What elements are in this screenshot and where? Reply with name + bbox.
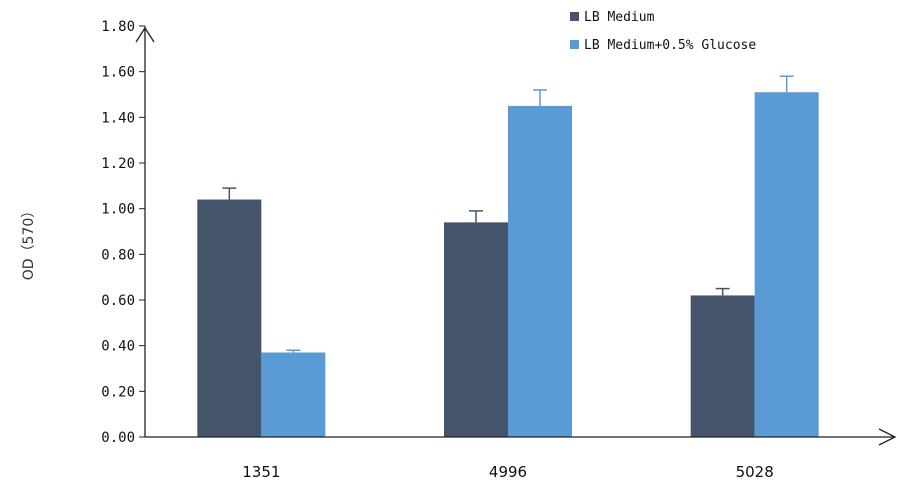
y-axis-arrow: [135, 26, 155, 43]
y-tick-label: 1.20: [101, 156, 135, 172]
bar: [690, 295, 755, 437]
bar: [197, 199, 262, 437]
y-tick-label: 1.80: [101, 19, 135, 35]
y-tick-label: 0.20: [101, 384, 135, 400]
y-tick-label: 1.00: [101, 202, 135, 218]
y-tick-label: 0.60: [101, 293, 135, 309]
x-tick-label: 4996: [489, 463, 527, 481]
x-tick-label: 1351: [242, 463, 280, 481]
bar: [508, 105, 572, 438]
bar: [754, 92, 819, 437]
y-tick-label: 1.40: [101, 110, 135, 126]
y-tick-label: 0.80: [101, 247, 135, 263]
legend-swatch: [570, 12, 579, 21]
legend-label: LB Medium: [584, 10, 655, 25]
y-axis-label: OD（570）: [21, 204, 37, 281]
y-tick-label: 0.00: [101, 430, 135, 446]
bar: [261, 352, 326, 437]
y-tick-label: 0.40: [101, 339, 135, 355]
x-axis-arrow: [878, 428, 897, 446]
bar: [444, 222, 508, 437]
legend-swatch: [570, 40, 579, 49]
legend-label: LB Medium+0.5% Glucose: [584, 38, 756, 53]
y-tick-label: 1.60: [101, 65, 135, 81]
x-tick-label: 5028: [736, 463, 774, 481]
